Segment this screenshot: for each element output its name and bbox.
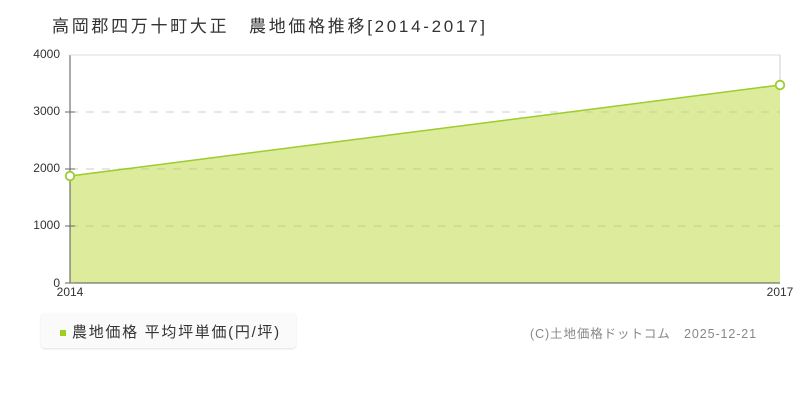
svg-text:3000: 3000 bbox=[33, 104, 60, 118]
svg-text:2017: 2017 bbox=[767, 285, 794, 299]
svg-text:1000: 1000 bbox=[33, 218, 60, 232]
svg-text:2000: 2000 bbox=[33, 161, 60, 175]
svg-text:2014: 2014 bbox=[57, 285, 84, 299]
svg-text:4000: 4000 bbox=[33, 47, 60, 61]
